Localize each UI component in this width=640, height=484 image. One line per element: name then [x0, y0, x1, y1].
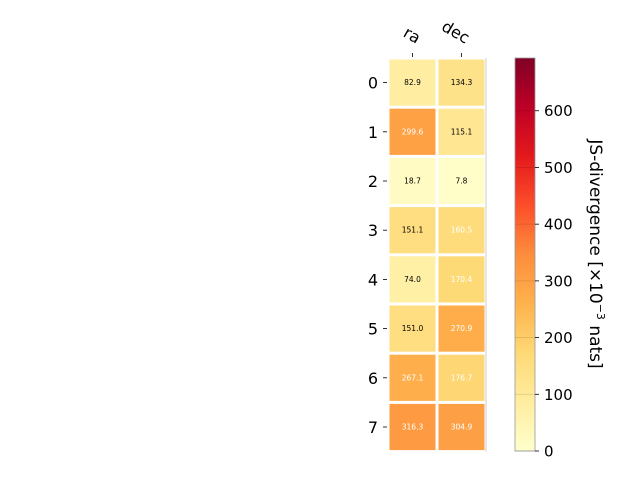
- heatmap-cell-3-dec: [438, 207, 485, 254]
- colorbar-tick-label: 0: [544, 443, 554, 461]
- colorbar: [514, 57, 536, 452]
- x-tick-label-ra: ra: [400, 23, 424, 48]
- heatmap-cell-0-dec: [438, 59, 485, 106]
- heatmap-cell-6-ra: [389, 354, 436, 401]
- heatmap-cell-6-dec: [438, 354, 485, 401]
- y-tick-label-1: 1: [368, 123, 378, 142]
- cell-value-label: 299.6: [402, 127, 424, 136]
- colorbar-tick-label: 400: [544, 216, 573, 234]
- cell-value-label: 176.7: [451, 373, 473, 382]
- cell-value-label: 151.0: [402, 324, 424, 333]
- cell-value-label: 160.5: [451, 226, 473, 235]
- heatmap-cell-5-ra: [389, 305, 436, 352]
- heatmap-cell-3-ra: [389, 207, 436, 254]
- cell-value-label: 74.0: [404, 275, 421, 284]
- heatmap-cell-1-ra: [389, 108, 436, 155]
- cell-value-label: 170.4: [451, 275, 473, 284]
- colorbar-tick-label: 200: [544, 329, 573, 347]
- x-tick-label-dec: dec: [439, 17, 473, 48]
- heatmap-cell-4-ra: [389, 256, 436, 303]
- colorbar-tick-label: 100: [544, 386, 573, 404]
- cell-value-label: 134.3: [451, 78, 473, 87]
- colorbar-tick-label: 500: [544, 159, 573, 177]
- y-tick-label-3: 3: [368, 221, 378, 240]
- heatmap-cell-4-dec: [438, 256, 485, 303]
- y-tick-label-7: 7: [368, 418, 378, 437]
- y-tick-label-6: 6: [368, 369, 378, 388]
- heatmap-cell-0-ra: [389, 59, 436, 106]
- cell-value-label: 82.9: [404, 78, 421, 87]
- y-tick-label-2: 2: [368, 172, 378, 191]
- cell-value-label: 270.9: [451, 324, 473, 333]
- cell-value-label: 304.9: [451, 423, 473, 432]
- colorbar-label-exponent: −3: [594, 304, 607, 320]
- colorbar-tick-label: 600: [544, 102, 573, 120]
- cell-value-label: 316.3: [402, 423, 424, 432]
- heatmap-cell-2-ra: [389, 157, 436, 205]
- y-tick-label-4: 4: [368, 270, 378, 289]
- heatmap-cell-7-dec: [438, 403, 485, 451]
- y-tick-label-5: 5: [368, 320, 378, 339]
- cell-value-label: 115.1: [451, 127, 473, 136]
- y-tick-label-0: 0: [368, 74, 378, 93]
- heatmap-cell-5-dec: [438, 305, 485, 352]
- heatmap-cell-2-dec: [438, 157, 485, 205]
- colorbar-tick-label: 300: [544, 272, 573, 290]
- cell-value-label: 267.1: [402, 373, 424, 382]
- colorbar-label: JS-divergence [×10−3 nats]: [585, 138, 607, 368]
- heatmap-cell-7-ra: [389, 403, 436, 451]
- cell-value-label: 151.1: [402, 226, 424, 235]
- heatmap-cell-1-dec: [438, 108, 485, 155]
- cell-value-label: 18.7: [404, 177, 421, 186]
- cell-value-label: 7.8: [456, 177, 468, 186]
